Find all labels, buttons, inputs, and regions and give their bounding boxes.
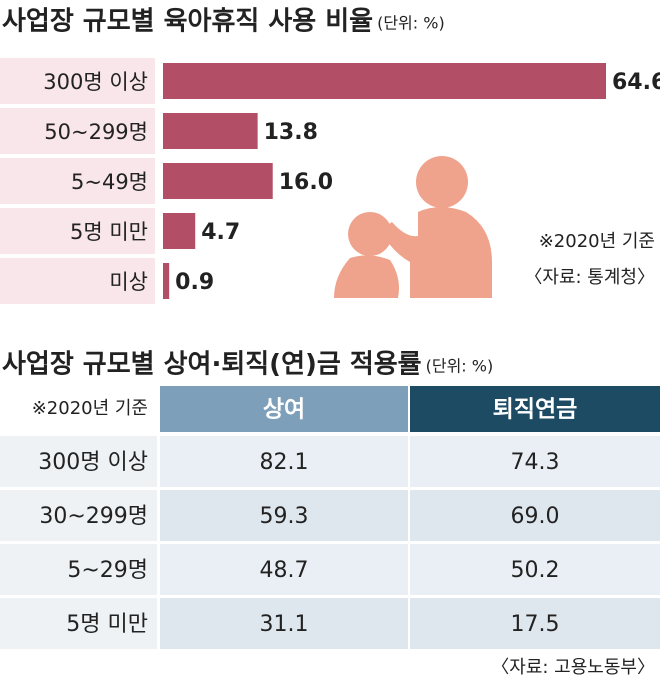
table-cell [0, 436, 157, 487]
category-box [0, 108, 155, 154]
parent-child-icon [334, 156, 492, 298]
header-cell [410, 386, 660, 432]
category-box [0, 158, 155, 204]
chart-unit: (단위: %) [377, 14, 445, 33]
table-cell [410, 544, 660, 595]
chart-title: 사업장 규모별 육아휴직 사용 비율 [2, 7, 373, 37]
value-label: 13.8 [264, 120, 318, 145]
header-cell [160, 386, 408, 432]
table-cell [160, 490, 408, 541]
column-header: 퇴직연금 [493, 397, 578, 423]
table-note: ※2020년 기준 [32, 398, 148, 419]
row-label: 5~29명 [67, 558, 148, 583]
table-cell [0, 490, 157, 541]
bar [163, 263, 170, 299]
value-label: 64.6 [612, 70, 660, 95]
category-label: 미상 [109, 270, 148, 294]
row-label: 300명 이상 [38, 450, 148, 475]
category-box [0, 58, 155, 104]
value-label: 0.9 [175, 270, 214, 295]
cell-value: 74.3 [511, 450, 560, 475]
table-source: 〈자료: 고용노동부〉 [491, 657, 655, 678]
row-label: 30~299명 [39, 504, 148, 529]
category-box [0, 208, 155, 254]
table-cell [160, 598, 408, 649]
category-box [0, 258, 155, 304]
cell-value: 31.1 [260, 612, 309, 637]
column-header: 상여 [263, 397, 305, 423]
table-unit: (단위: %) [426, 357, 494, 376]
row-label: 5명 미만 [66, 612, 148, 637]
category-label: 300명 이상 [43, 70, 148, 94]
cell-value: 50.2 [511, 558, 560, 583]
bar [163, 63, 606, 99]
category-label: 5~49명 [71, 170, 148, 194]
table-cell [410, 436, 660, 487]
cell-value: 69.0 [511, 504, 560, 529]
table-cell [410, 490, 660, 541]
table-cell [160, 436, 408, 487]
cell-value: 59.3 [260, 504, 309, 529]
bar [163, 113, 258, 149]
value-label: 16.0 [279, 170, 333, 195]
bar [163, 213, 196, 249]
cell-value: 48.7 [260, 558, 309, 583]
source: 〈자료: 통계청〉 [524, 267, 655, 288]
category-label: 50~299명 [44, 120, 148, 144]
table-title: 사업장 규모별 상여·퇴직(연)금 적용률 [2, 350, 422, 380]
table-cell [0, 598, 157, 649]
bar [163, 163, 273, 199]
value-label: 4.7 [201, 220, 240, 245]
note: ※2020년 기준 [539, 231, 655, 252]
table-cell [410, 598, 660, 649]
category-label: 5명 미만 [70, 220, 148, 244]
table-cell [160, 544, 408, 595]
cell-value: 17.5 [511, 612, 560, 637]
table-cell [0, 544, 157, 595]
cell-value: 82.1 [260, 450, 309, 475]
